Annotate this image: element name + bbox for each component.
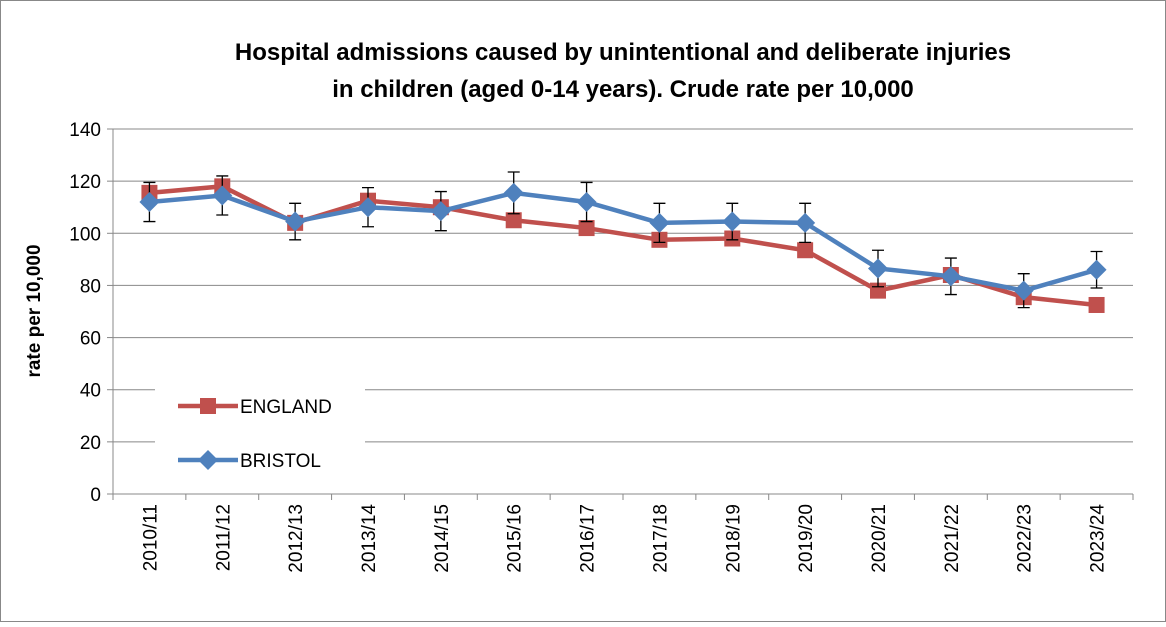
point (578, 220, 595, 237)
point (285, 211, 306, 232)
legend: ENGLAND BRISTOL (155, 382, 365, 482)
x-tick-label: 2023/24 (1088, 504, 1109, 573)
point (649, 212, 670, 233)
point (1086, 259, 1107, 280)
point (795, 212, 816, 233)
y-tick-label: 100 (69, 224, 101, 245)
legend-box (155, 382, 365, 482)
point (505, 212, 522, 229)
x-tick-label: 2019/20 (796, 504, 817, 573)
x-tick-label: 2015/16 (505, 504, 526, 573)
point (503, 182, 524, 203)
point (430, 201, 451, 222)
y-tick-label: 120 (69, 172, 101, 193)
point (358, 197, 378, 218)
x-tick-label: 2018/19 (723, 504, 744, 573)
y-tick-label: 80 (80, 276, 101, 297)
x-tick-label: 2011/12 (213, 504, 234, 571)
point (797, 242, 814, 259)
legend-marker (198, 450, 218, 470)
chart-title: Hospital admissions caused by unintentio… (235, 39, 1011, 66)
y-tick-label: 140 (69, 120, 101, 141)
x-tick-label: 2021/22 (942, 504, 963, 573)
point (139, 192, 160, 212)
point (868, 258, 888, 279)
legend-label: ENGLAND (240, 397, 332, 418)
y-tick-label: 40 (80, 381, 101, 402)
legend-marker (200, 398, 216, 414)
x-tick-label: 2014/15 (432, 504, 453, 573)
x-tick-label: 2017/18 (650, 504, 671, 573)
series-line (149, 190, 1098, 293)
point (1013, 280, 1034, 301)
x-tick-label: 2013/14 (359, 504, 380, 573)
point (212, 185, 233, 206)
y-tick-label: 20 (80, 433, 101, 454)
x-tick-label: 2010/11 (140, 504, 161, 571)
x-tick-label: 2020/21 (869, 504, 890, 573)
point (722, 211, 743, 232)
point (576, 192, 597, 212)
y-tick-label: 0 (90, 485, 101, 506)
legend-label: BRISTOL (240, 451, 321, 472)
y-axis-label: rate per 10,000 (24, 244, 45, 377)
point (1088, 296, 1105, 313)
y-tick-label: 60 (80, 329, 101, 350)
chart-title: in children (aged 0-14 years). Crude rat… (332, 76, 914, 103)
x-tick-label: 2012/13 (286, 504, 307, 573)
x-tick-label: 2016/17 (578, 504, 599, 573)
point (940, 266, 961, 287)
x-tick-label: 2022/23 (1015, 504, 1036, 573)
